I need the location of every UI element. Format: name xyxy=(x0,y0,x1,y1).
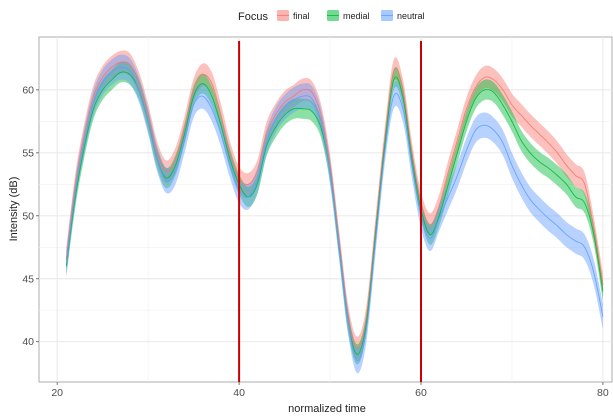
plot-panel xyxy=(38,36,613,383)
line-final xyxy=(65,61,604,349)
y-axis-ticks: 40 45 50 55 60 xyxy=(22,84,39,348)
line-neutral xyxy=(65,66,604,362)
y-axis-title: Intensity (dB) xyxy=(8,177,20,242)
x-tick-label: 60 xyxy=(415,387,427,399)
legend-title: Focus xyxy=(238,11,268,23)
y-tick-label: 50 xyxy=(22,210,34,222)
y-tick-label: 55 xyxy=(22,147,34,159)
legend: Focus final medial neutral xyxy=(238,10,425,23)
band-neutral xyxy=(66,54,603,374)
legend-label-final: final xyxy=(293,11,310,21)
x-axis-ticks: 20 40 60 80 xyxy=(51,382,609,399)
band-medial xyxy=(66,61,603,365)
series-lines xyxy=(65,61,604,362)
reference-lines xyxy=(238,41,422,382)
legend-label-medial: medial xyxy=(343,11,370,21)
y-tick-label: 40 xyxy=(22,336,34,348)
x-tick-label: 40 xyxy=(233,387,245,399)
y-tick-label: 45 xyxy=(22,273,34,285)
legend-label-neutral: neutral xyxy=(397,11,425,21)
x-tick-label: 20 xyxy=(51,387,63,399)
x-axis-title: normalized time xyxy=(288,403,366,415)
x-tick-label: 80 xyxy=(597,387,609,399)
y-tick-label: 60 xyxy=(22,84,34,96)
